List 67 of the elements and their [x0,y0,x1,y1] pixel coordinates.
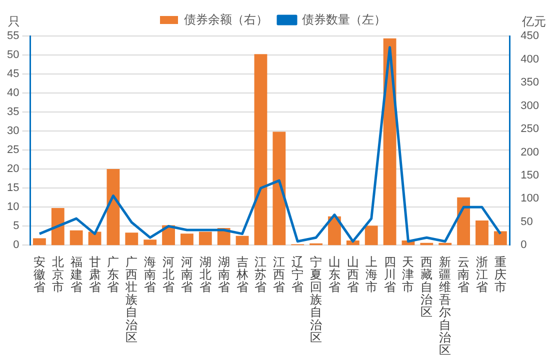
bar [198,232,212,246]
x-tick-label: 浙江省 [476,254,488,294]
y-tick-label: 25 [6,144,20,156]
x-tick-label: 甘肃省 [88,254,101,294]
bar [254,54,268,246]
x-tick-label: 新疆维吾尔自治区 [439,254,452,358]
bar [364,226,378,246]
x-tick-label: 辽宁省 [292,254,304,294]
x-tick-label: 广东省 [107,254,120,294]
y2-tick-label: 450 [520,30,540,42]
y-tick-label: 50 [6,49,20,62]
y-tick-label: 15 [6,182,20,194]
x-tick-label: 吉林省 [235,254,248,294]
x-tick-label: 重庆市 [494,254,506,294]
x-tick-label: 云南省 [458,254,470,294]
y-tick-label: 5 [13,220,20,232]
bar [51,208,64,246]
y2-tick-label: 300 [520,100,540,112]
y2-tick-label: 250 [520,123,540,136]
x-tick-label: 海南省 [144,254,156,294]
legend-label: 债券数量（左） [302,12,386,26]
x-tick-label: 四川省 [384,254,396,294]
x-tick-label: 山西省 [346,254,359,294]
bar [476,220,488,246]
y2-tick-label: 400 [520,53,540,66]
y2-tick-label: 200 [520,146,540,158]
x-tick-label: 天津市 [402,254,414,294]
x-tick-label: 广西壮族自治区 [124,254,138,344]
x-tick-label: 湖北省 [199,254,212,294]
y2-axis-title: 亿元 [521,14,546,28]
y-tick-label: 55 [6,30,20,42]
bar [236,236,249,246]
bar [106,168,120,246]
y-axis-title: 只 [8,14,20,28]
y2-tick-label: 150 [520,170,540,182]
y-tick-label: 0 [13,239,20,252]
bar [494,231,507,246]
y-tick-label: 40 [6,87,20,100]
x-tick-label: 上海市 [365,254,378,294]
y-tick-label: 20 [6,163,20,176]
x-tick-label: 江西省 [273,254,286,294]
y2-tick-label: 0 [520,239,527,252]
bar [144,240,157,246]
bar [180,234,194,246]
y-tick-label: 10 [6,201,20,214]
bar [70,230,83,246]
x-tick-label: 山东省 [328,254,340,294]
x-tick-label: 安徽省 [33,254,46,294]
x-tick-label: 湖南省 [218,254,230,294]
y-tick-label: 35 [6,106,20,118]
x-tick-label: 北京市 [52,254,64,294]
legend-label: 债券余额（右） [184,12,268,26]
x-tick-label: 宁夏回族自治区 [310,254,322,344]
bar [272,132,286,246]
x-tick-label: 江苏省 [254,254,267,294]
y-tick-label: 30 [6,125,20,138]
y-tick-label: 45 [6,68,20,80]
bar [33,238,46,246]
bar [125,232,138,246]
x-tick-label: 福建省 [69,254,82,294]
y2-tick-label: 50 [520,216,533,228]
bar [457,197,470,246]
y2-tick-label: 100 [520,192,540,205]
x-tick-label: 西藏自治区 [420,254,433,320]
x-tick-label: 河北省 [162,254,175,294]
x-tick-label: 河南省 [180,254,193,294]
y2-tick-label: 350 [520,76,540,89]
